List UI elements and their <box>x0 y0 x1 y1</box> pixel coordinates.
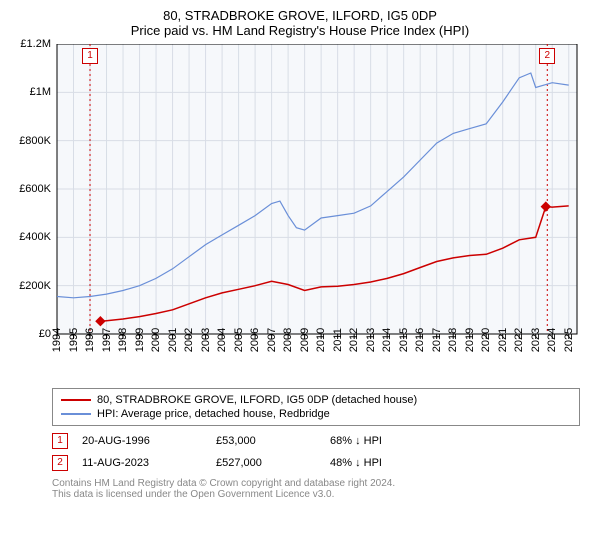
footer-line: Contains HM Land Registry data © Crown c… <box>52 478 580 489</box>
x-tick-label: 2000 <box>150 328 162 352</box>
x-tick-label: 1998 <box>117 328 129 352</box>
chart-area: £0£200K£400K£600K£800K£1M£1.2M 199419951… <box>5 44 595 384</box>
legend-swatch <box>61 413 91 415</box>
x-tick-label: 2025 <box>563 328 575 352</box>
x-tick-label: 1999 <box>134 328 146 352</box>
x-tick-label: 2017 <box>431 328 443 352</box>
data-point-row: 2 11-AUG-2023 £527,000 48% ↓ HPI <box>52 452 580 474</box>
y-tick-label: £1M <box>30 86 51 98</box>
x-tick-label: 2005 <box>233 328 245 352</box>
y-tick-label: £400K <box>19 231 51 243</box>
x-tick-label: 1997 <box>101 328 113 352</box>
x-tick-label: 2023 <box>530 328 542 352</box>
x-tick-label: 2014 <box>381 328 393 352</box>
x-tick-label: 2013 <box>365 328 377 352</box>
line-chart-svg <box>5 44 595 344</box>
y-tick-label: £600K <box>19 183 51 195</box>
legend-label: HPI: Average price, detached house, Redb… <box>97 408 330 420</box>
data-price: £527,000 <box>216 457 316 469</box>
chart-marker-label: 2 <box>539 48 555 64</box>
x-tick-label: 2008 <box>282 328 294 352</box>
legend-item: HPI: Average price, detached house, Redb… <box>61 407 571 421</box>
chart-title: 80, STRADBROKE GROVE, ILFORD, IG5 0DP <box>0 0 600 23</box>
x-tick-label: 1994 <box>51 328 63 352</box>
data-point-row: 1 20-AUG-1996 £53,000 68% ↓ HPI <box>52 430 580 452</box>
x-tick-label: 2002 <box>183 328 195 352</box>
x-tick-label: 1996 <box>84 328 96 352</box>
x-tick-label: 2020 <box>480 328 492 352</box>
y-axis-labels: £0£200K£400K£600K£800K£1M£1.2M <box>5 44 55 334</box>
y-tick-label: £200K <box>19 280 51 292</box>
data-price: £53,000 <box>216 435 316 447</box>
x-axis-labels: 1994199519961997199819992000200120022003… <box>5 336 595 384</box>
marker-labels: 12 <box>5 48 595 68</box>
chart-subtitle: Price paid vs. HM Land Registry's House … <box>0 23 600 44</box>
x-tick-label: 2019 <box>464 328 476 352</box>
x-tick-label: 2016 <box>414 328 426 352</box>
x-tick-label: 2018 <box>447 328 459 352</box>
x-tick-label: 2012 <box>348 328 360 352</box>
marker-number-icon: 1 <box>52 433 68 449</box>
legend-item: 80, STRADBROKE GROVE, ILFORD, IG5 0DP (d… <box>61 393 571 407</box>
x-tick-label: 2001 <box>167 328 179 352</box>
data-pct-vs-hpi: 68% ↓ HPI <box>330 435 440 447</box>
x-tick-label: 2021 <box>497 328 509 352</box>
legend: 80, STRADBROKE GROVE, ILFORD, IG5 0DP (d… <box>52 388 580 426</box>
chart-marker-label: 1 <box>82 48 98 64</box>
x-tick-label: 2011 <box>332 328 344 352</box>
x-tick-label: 2007 <box>266 328 278 352</box>
data-date: 20-AUG-1996 <box>82 435 202 447</box>
x-tick-label: 2003 <box>200 328 212 352</box>
x-tick-label: 2006 <box>249 328 261 352</box>
chart-container: 80, STRADBROKE GROVE, ILFORD, IG5 0DP Pr… <box>0 0 600 500</box>
x-tick-label: 1995 <box>68 328 80 352</box>
marker-number-icon: 2 <box>52 455 68 471</box>
footer-line: This data is licensed under the Open Gov… <box>52 489 580 500</box>
x-tick-label: 2022 <box>513 328 525 352</box>
legend-swatch <box>61 399 91 401</box>
x-tick-label: 2015 <box>398 328 410 352</box>
data-pct-vs-hpi: 48% ↓ HPI <box>330 457 440 469</box>
data-date: 11-AUG-2023 <box>82 457 202 469</box>
x-tick-label: 2004 <box>216 328 228 352</box>
data-point-table: 1 20-AUG-1996 £53,000 68% ↓ HPI 2 11-AUG… <box>52 430 580 474</box>
x-tick-label: 2009 <box>299 328 311 352</box>
legend-label: 80, STRADBROKE GROVE, ILFORD, IG5 0DP (d… <box>97 394 417 406</box>
y-tick-label: £800K <box>19 135 51 147</box>
x-tick-label: 2024 <box>546 328 558 352</box>
x-tick-label: 2010 <box>315 328 327 352</box>
footer-attribution: Contains HM Land Registry data © Crown c… <box>52 478 580 500</box>
